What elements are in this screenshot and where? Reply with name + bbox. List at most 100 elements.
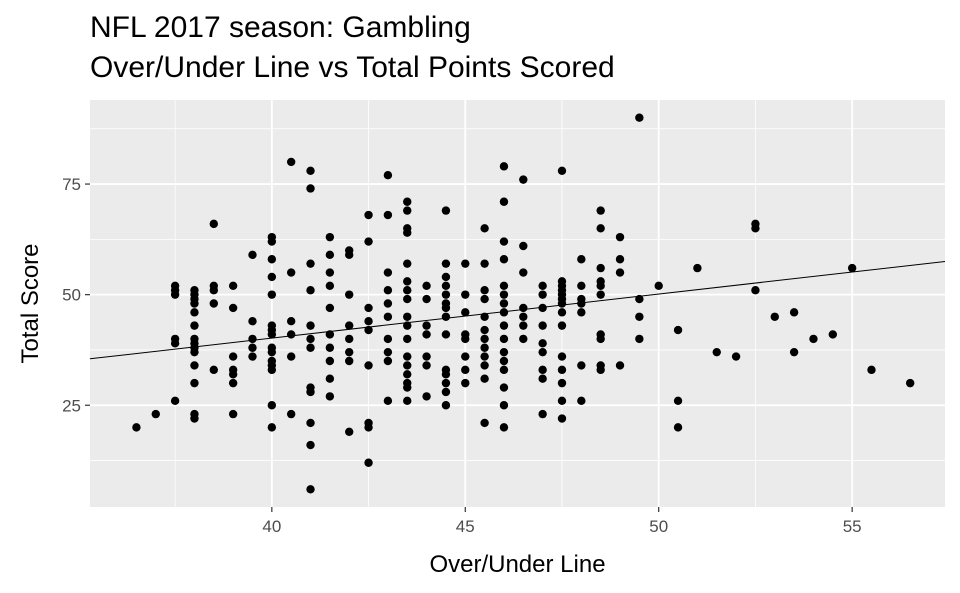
data-points — [132, 113, 915, 494]
data-point — [635, 312, 644, 321]
data-point — [190, 378, 199, 388]
data-point — [499, 290, 509, 299]
data-point — [519, 268, 528, 277]
x-axis: 40 45 50 55 — [262, 507, 862, 536]
data-point — [325, 303, 335, 313]
data-point — [267, 423, 277, 432]
data-point — [345, 356, 354, 366]
data-point — [422, 281, 431, 291]
data-point — [712, 347, 721, 357]
data-point — [596, 290, 605, 299]
data-point — [538, 281, 547, 291]
data-point — [267, 255, 277, 264]
data-point — [286, 352, 296, 361]
data-point — [403, 361, 412, 370]
data-point — [519, 334, 528, 344]
data-point — [615, 361, 625, 370]
data-point — [499, 356, 509, 366]
chart-title-line-2: Over/Under Line vs Total Points Scored — [90, 51, 615, 84]
data-point — [557, 396, 567, 406]
data-point — [345, 321, 354, 330]
data-point — [519, 241, 528, 251]
data-point — [325, 356, 335, 366]
data-point — [151, 409, 160, 419]
data-point — [170, 334, 180, 344]
data-point — [364, 361, 373, 370]
data-point — [190, 361, 199, 370]
data-point — [480, 259, 489, 268]
y-axis: 25 50 75 — [62, 175, 90, 415]
data-point — [538, 290, 547, 299]
data-point — [422, 361, 431, 370]
data-point — [190, 334, 199, 344]
data-point — [519, 312, 528, 321]
data-point — [383, 268, 393, 277]
data-point — [596, 277, 605, 286]
data-point — [403, 396, 412, 406]
data-point — [596, 361, 605, 370]
data-point — [441, 290, 451, 299]
data-point — [267, 321, 277, 330]
data-point — [577, 294, 586, 304]
data-point — [693, 263, 702, 273]
chart-title-line-1: NFL 2017 season: Gambling — [90, 11, 471, 44]
data-point — [538, 347, 547, 357]
data-point — [577, 255, 586, 264]
data-point — [557, 365, 567, 375]
data-point — [403, 294, 412, 304]
data-point — [209, 365, 219, 375]
data-point — [364, 418, 373, 428]
data-point — [635, 113, 644, 122]
data-point — [499, 255, 509, 264]
y-tick-label: 75 — [62, 175, 81, 194]
data-point — [170, 281, 180, 291]
data-point — [306, 259, 315, 268]
data-point — [345, 347, 354, 357]
data-point — [557, 308, 567, 317]
data-point — [422, 352, 431, 361]
data-point — [499, 383, 509, 392]
data-point — [499, 308, 509, 317]
data-point — [306, 383, 315, 392]
data-point — [480, 224, 489, 233]
data-point — [441, 206, 451, 215]
data-point — [538, 409, 547, 419]
data-point — [286, 157, 296, 167]
data-point — [461, 378, 470, 388]
data-point — [403, 321, 412, 330]
data-point — [499, 347, 509, 357]
trend-line — [89, 260, 946, 360]
data-point — [286, 330, 296, 339]
data-point — [383, 334, 393, 344]
data-point — [480, 334, 489, 344]
data-point — [286, 268, 296, 277]
data-point — [519, 321, 528, 330]
data-point — [577, 308, 586, 317]
data-point — [345, 334, 354, 344]
data-point — [596, 224, 605, 233]
data-point — [364, 325, 373, 335]
data-point — [577, 361, 586, 370]
data-point — [635, 334, 644, 344]
data-point — [403, 224, 412, 233]
data-point — [557, 166, 567, 175]
data-point — [132, 423, 141, 432]
data-point — [267, 272, 277, 282]
data-point — [267, 401, 277, 410]
data-point — [403, 352, 412, 361]
data-point — [306, 321, 315, 330]
data-point — [403, 312, 412, 321]
data-point — [654, 281, 663, 291]
data-point — [190, 409, 199, 419]
data-point — [461, 352, 470, 361]
data-point — [306, 343, 315, 352]
data-point — [383, 286, 393, 295]
data-point — [383, 347, 393, 357]
data-point — [306, 418, 315, 428]
data-point — [499, 334, 509, 344]
data-point — [538, 339, 547, 348]
data-point — [306, 485, 315, 494]
data-point — [228, 281, 238, 291]
x-tick-label: 45 — [456, 517, 475, 536]
data-point — [596, 206, 605, 215]
